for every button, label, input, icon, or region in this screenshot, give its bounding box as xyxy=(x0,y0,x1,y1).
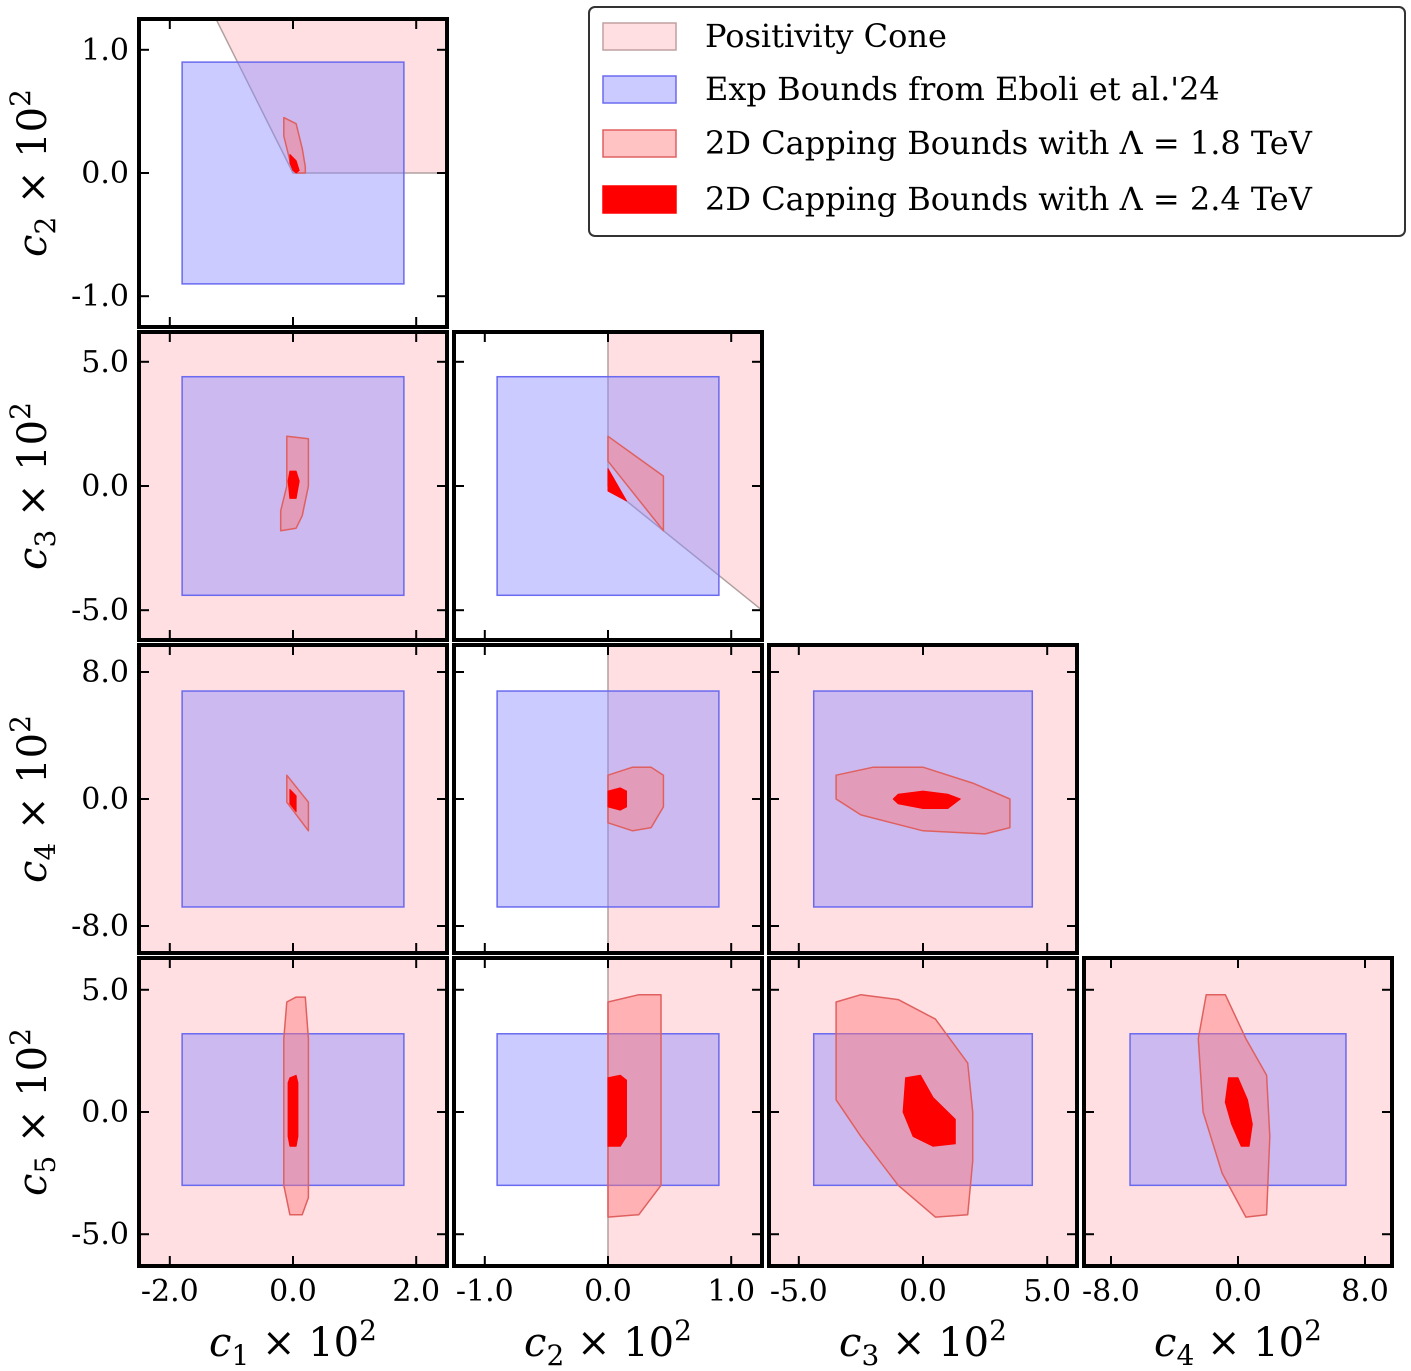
panel-frame xyxy=(137,330,449,642)
legend-swatch-positivity-cone xyxy=(602,22,677,51)
y-tick-label: 0.0 xyxy=(81,782,129,817)
capping-contour-2p4 xyxy=(607,787,627,811)
y-axis-label-c5: c5 × 102 xyxy=(4,1028,62,1196)
positivity-cone-region xyxy=(607,332,762,612)
panel-c1-c3: -5.0 0.0 5.0 xyxy=(71,330,449,642)
panel-frame xyxy=(1082,956,1394,1268)
panel-c1-c2: -1.0 0.0 1.0 xyxy=(71,17,449,329)
legend-swatch-exp-bounds xyxy=(602,75,677,104)
x-tick-label: -1.0 xyxy=(456,1274,514,1309)
capping-contour-2p4 xyxy=(892,790,961,809)
y-tick-label: -5.0 xyxy=(71,1217,129,1252)
y-tick-label: 0.0 xyxy=(81,1095,129,1130)
legend-frame xyxy=(588,6,1406,237)
panel-c2-c5: -1.0 0.0 1.0 xyxy=(452,956,764,1309)
x-tick-label: 0.0 xyxy=(584,1274,632,1309)
x-tick-label: 8.0 xyxy=(1341,1274,1389,1309)
panel-frame xyxy=(767,643,1079,955)
y-axis-label-c3: c3 × 102 xyxy=(4,402,62,570)
panel-c2-c3 xyxy=(452,330,764,642)
y-axis-label-c2: c2 × 102 xyxy=(4,89,62,257)
panel-frame xyxy=(137,643,449,955)
capping-contour-2p4 xyxy=(287,470,300,499)
legend-label-capping-1p8: 2D Capping Bounds with Λ = 1.8 TeV xyxy=(705,124,1313,162)
panel-frame xyxy=(452,330,764,642)
panel-c3-c5: -5.0 0.0 5.0 xyxy=(767,956,1079,1309)
legend-label-exp-bounds: Exp Bounds from Eboli et al.'24 xyxy=(705,70,1220,108)
x-tick-label: -5.0 xyxy=(770,1274,828,1309)
legend-label-positivity-cone: Positivity Cone xyxy=(705,17,947,55)
positivity-cone-region xyxy=(607,645,762,953)
x-tick-label: 2.0 xyxy=(392,1274,440,1309)
capping-contour-2p4 xyxy=(1224,1077,1253,1147)
capping-contour-2p4 xyxy=(287,1074,299,1147)
x-tick-label: 0.0 xyxy=(899,1274,947,1309)
y-tick-label: 5.0 xyxy=(81,345,129,380)
y-tick-label: -8.0 xyxy=(71,909,129,944)
capping-contour-1p8 xyxy=(607,435,665,532)
capping-contour-2p4 xyxy=(607,468,627,502)
y-tick-label: 5.0 xyxy=(81,973,129,1008)
capping-contour-1p8 xyxy=(286,774,310,832)
legend: Positivity Cone Exp Bounds from Eboli et… xyxy=(588,6,1406,237)
x-tick-label: 0.0 xyxy=(269,1274,317,1309)
x-tick-label: -2.0 xyxy=(141,1274,199,1309)
y-axis-label-c4: c4 × 102 xyxy=(4,715,62,883)
legend-swatch-capping-2p4 xyxy=(602,185,677,214)
capping-contour-1p8 xyxy=(607,766,665,832)
capping-contour-2p4 xyxy=(902,1074,956,1147)
positivity-cone-region xyxy=(215,19,447,174)
capping-contour-2p4 xyxy=(607,1074,627,1147)
y-tick-label: 1.0 xyxy=(81,33,129,68)
panel-c2-c4 xyxy=(452,643,764,955)
panel-c4-c5: -8.0 0.0 8.0 xyxy=(1082,956,1394,1309)
panels-layer: -1.0 0.0 1.0 -5.0 0.0 5.0 -8.0 0.0 8.0 -5.0 0.0 5.0… xyxy=(4,17,1394,1371)
panel-c3-c4 xyxy=(767,643,1079,955)
panel-frame xyxy=(767,956,1079,1268)
legend-swatch-capping-1p8 xyxy=(602,129,677,158)
panel-frame xyxy=(452,643,764,955)
legend-label-capping-2p4: 2D Capping Bounds with Λ = 2.4 TeV xyxy=(705,180,1313,218)
panel-frame xyxy=(137,956,449,1268)
y-tick-label: -1.0 xyxy=(71,279,129,314)
x-tick-label: 5.0 xyxy=(1023,1274,1071,1309)
y-tick-label: -5.0 xyxy=(71,593,129,628)
panel-c1-c5: -5.0 0.0 5.0 -2.0 0.0 2.0 xyxy=(71,956,449,1309)
exp-bounds-box xyxy=(181,61,405,285)
x-axis-label-c1: c1 × 102 xyxy=(209,1314,377,1371)
capping-contour-1p8 xyxy=(283,116,307,174)
x-axis-label-c4: c4 × 102 xyxy=(1154,1314,1322,1371)
x-axis-label-c2: c2 × 102 xyxy=(524,1314,692,1371)
y-tick-label: 0.0 xyxy=(81,469,129,504)
capping-contour-2p4 xyxy=(289,789,297,813)
panel-frame xyxy=(137,17,449,329)
capping-contour-1p8 xyxy=(607,993,662,1218)
x-tick-label: 1.0 xyxy=(707,1274,755,1309)
y-tick-label: 8.0 xyxy=(81,655,129,690)
x-tick-label: -8.0 xyxy=(1082,1274,1140,1309)
axis-labels: c1 × 102 c2 × 102 c3 × 102 c4 × 102 c2 × 102… xyxy=(4,89,1322,1371)
x-axis-label-c3: c3 × 102 xyxy=(839,1314,1007,1371)
panel-c1-c4: -8.0 0.0 8.0 xyxy=(71,643,449,955)
y-tick-label: 0.0 xyxy=(81,156,129,191)
panel-frame xyxy=(452,956,764,1268)
capping-contour-2p4 xyxy=(289,154,300,174)
x-tick-label: 0.0 xyxy=(1214,1274,1262,1309)
